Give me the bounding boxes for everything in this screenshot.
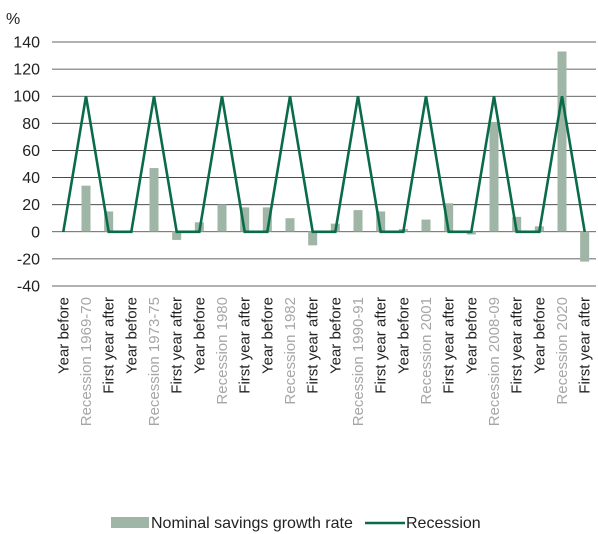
bar-5 (172, 231, 182, 240)
bar-17 (444, 203, 454, 232)
x-tick-label: Recession 1973-75 (146, 297, 163, 426)
x-tick-label: Year before (191, 297, 208, 374)
x-tick-label: Recession 2001 (418, 297, 435, 405)
x-tick-label: First year after (509, 297, 526, 394)
x-tick-label: Year before (259, 297, 276, 374)
x-tick-label: Recession 2020 (554, 297, 571, 405)
bar-11 (308, 231, 318, 246)
grid-lines (52, 41, 596, 287)
x-tick-label: Year before (55, 297, 72, 374)
bar-22 (557, 51, 567, 232)
bar-13 (353, 210, 363, 232)
bar-18 (466, 231, 476, 235)
y-tick-label: 120 (13, 62, 40, 79)
x-tick-label: First year after (441, 297, 458, 394)
x-tick-label: First year after (237, 297, 254, 394)
line-series (62, 95, 586, 234)
x-tick-label: Year before (395, 297, 412, 374)
y-tick-label: 80 (22, 116, 40, 133)
x-tick-label: Year before (123, 297, 140, 374)
x-tick-label: Recession 1969-70 (78, 297, 95, 426)
bar-9 (262, 207, 272, 232)
x-tick-label: First year after (577, 297, 594, 394)
y-tick-label: 140 (13, 35, 40, 52)
x-tick-label: Recession 1980 (214, 297, 231, 405)
x-tick-label: First year after (101, 297, 118, 394)
legend-label-recession: Recession (406, 515, 481, 532)
bar-4 (149, 168, 159, 232)
bar-8 (240, 207, 250, 232)
y-tick-label: 100 (13, 89, 40, 106)
bar-19 (489, 121, 499, 232)
legend-label-savings: Nominal savings growth rate (151, 515, 353, 532)
bar-7 (217, 204, 227, 232)
y-axis-unit-label: % (6, 11, 20, 28)
bar-10 (285, 218, 295, 232)
x-tick-label: Recession 1982 (282, 297, 299, 405)
y-tick-label: 0 (31, 224, 40, 241)
bar-14 (376, 211, 386, 232)
bar-1 (81, 185, 91, 232)
y-tick-label: -20 (17, 251, 40, 268)
y-tick-labels: 140 120 100 80 60 40 20 0 -20 -40 (13, 35, 40, 296)
x-tick-label: Year before (531, 297, 548, 374)
bar-16 (421, 219, 431, 232)
y-tick-label: 20 (22, 197, 40, 214)
bar-23 (580, 231, 590, 262)
x-tick-label: First year after (373, 297, 390, 394)
legend-swatch-bar (111, 517, 149, 528)
recession-line (62, 95, 586, 234)
x-tick-label: Year before (463, 297, 480, 374)
legend: Nominal savings growth rate Recession (111, 515, 481, 532)
x-tick-label: Year before (327, 297, 344, 374)
bar-2 (104, 211, 114, 232)
y-tick-label: 60 (22, 143, 40, 160)
y-tick-label: 40 (22, 170, 40, 187)
x-tick-label: First year after (305, 297, 322, 394)
x-tick-labels: Year before Recession 1969-70 First year a… (55, 297, 593, 426)
x-tick-label: First year after (169, 297, 186, 394)
y-tick-label: -40 (17, 279, 40, 296)
x-tick-label: Recession 2008-09 (486, 297, 503, 426)
x-tick-label: Recession 1990-91 (350, 297, 367, 426)
